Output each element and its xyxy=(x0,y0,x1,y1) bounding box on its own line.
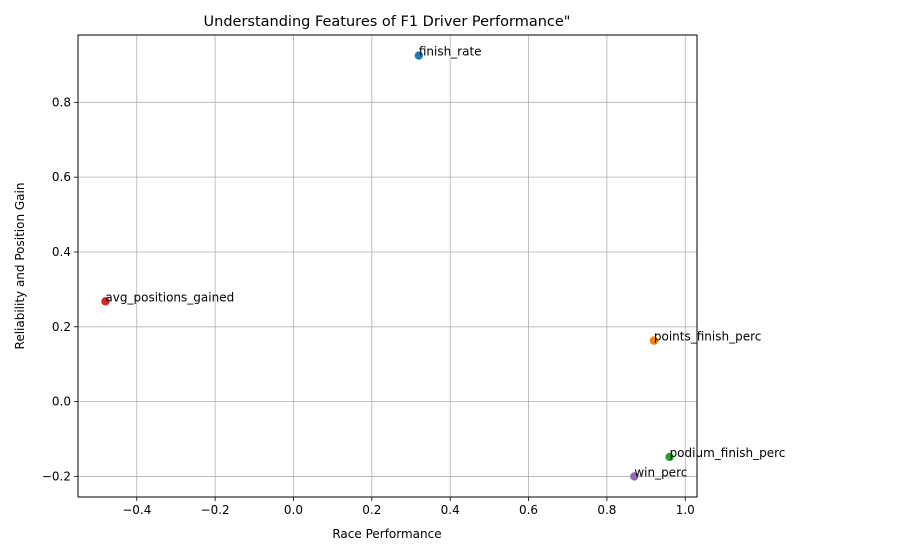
x-tick-label: 0.0 xyxy=(284,503,303,517)
x-tick-label: 0.6 xyxy=(519,503,538,517)
y-tick-label: 0.8 xyxy=(52,95,71,109)
x-axis-label: Race Performance xyxy=(332,527,441,541)
data-point xyxy=(649,336,659,345)
x-tick-label: 0.4 xyxy=(441,503,460,517)
point-label: win_perc xyxy=(634,465,687,479)
grid-lines xyxy=(78,35,697,497)
x-tick-label: 0.2 xyxy=(362,503,381,517)
data-points: finish_rate points_finish_perc podium_fini… xyxy=(101,45,785,481)
axis-ticks: −0.4 −0.2 0.0 0.2 0.4 0.6 0.8 1.0 −0.2 0.0 0.2 0.4 0… xyxy=(42,95,695,517)
y-tick-label: 0.2 xyxy=(52,320,71,334)
x-tick-label: −0.4 xyxy=(122,503,151,517)
point-label: points_finish_perc xyxy=(654,330,761,344)
point-label: podium_finish_perc xyxy=(670,446,786,460)
y-tick-label: 0.4 xyxy=(52,245,71,259)
chart-title: Understanding Features of F1 Driver Perf… xyxy=(204,14,571,30)
y-tick-label: 0.0 xyxy=(52,395,71,409)
y-tick-label: −0.2 xyxy=(42,469,71,483)
point-label: finish_rate xyxy=(419,45,482,59)
data-point xyxy=(630,472,639,481)
x-tick-label: 0.8 xyxy=(597,503,616,517)
data-point xyxy=(414,51,424,60)
y-tick-label: 0.6 xyxy=(52,170,71,184)
point-label: avg_positions_gained xyxy=(105,290,234,304)
plot-frame xyxy=(77,34,698,498)
x-tick-label: −0.2 xyxy=(201,503,230,517)
data-point xyxy=(665,452,674,462)
data-point xyxy=(101,297,110,306)
x-tick-label: 1.0 xyxy=(676,503,695,517)
y-axis-label: Reliability and Position Gain xyxy=(13,183,27,350)
